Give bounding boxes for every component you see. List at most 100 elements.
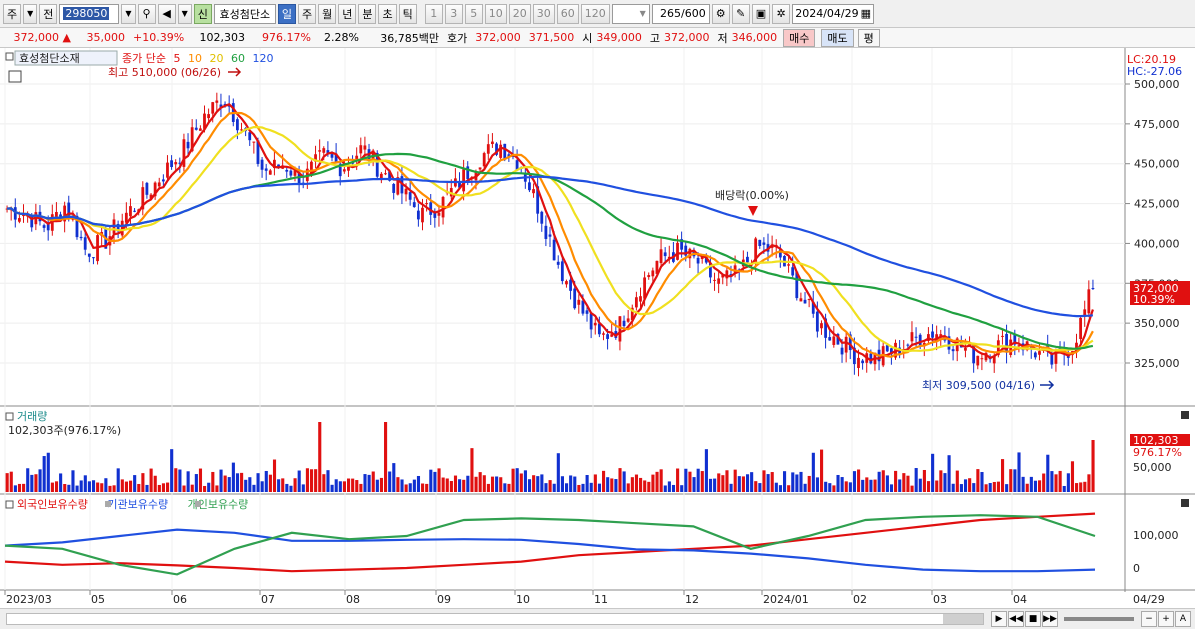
- avg-button[interactable]: 평: [857, 28, 880, 47]
- candle-body: [297, 172, 301, 185]
- stock-code-input[interactable]: 298050: [59, 3, 120, 24]
- candle-body: [795, 271, 799, 299]
- volume-bar: [277, 479, 281, 492]
- chart-area[interactable]: 500,000475,000450,000425,000400,000375,0…: [0, 48, 1195, 608]
- count-field[interactable]: 265/600: [651, 3, 710, 24]
- volume-bar: [540, 474, 544, 492]
- last-price-tag-bg: [1130, 281, 1190, 305]
- chart-scrollbar[interactable]: ▶ ◀◀ ■ ▶▶ − + A: [0, 608, 1195, 629]
- period-tick-tab[interactable]: 틱: [398, 3, 417, 24]
- volume-bar: [651, 474, 655, 492]
- y-tick-label: 475,000: [1134, 118, 1180, 131]
- period-day-tab[interactable]: 일: [277, 3, 296, 24]
- calendar-icon[interactable]: ▦: [860, 7, 872, 20]
- candle-body: [50, 214, 54, 231]
- candle-body: [277, 164, 280, 167]
- volume-bar: [71, 470, 75, 492]
- interval-select[interactable]: ▼: [611, 3, 650, 24]
- zoom-slider[interactable]: [1064, 617, 1134, 621]
- minute-10[interactable]: 10: [484, 3, 507, 24]
- calculator-icon[interactable]: [8, 70, 22, 83]
- period-minute-tab[interactable]: 분: [358, 3, 377, 24]
- volume-bar: [293, 478, 297, 492]
- volume-bar: [902, 473, 906, 492]
- speaker-dropdown-icon[interactable]: ▼: [177, 3, 192, 24]
- scroll-last-icon[interactable]: ▶▶: [1042, 611, 1058, 627]
- scroll-thumb[interactable]: [943, 614, 983, 624]
- volume-bar: [1054, 474, 1058, 492]
- minute-30[interactable]: 30: [532, 3, 555, 24]
- volume-tag-pct: 976.17%: [1133, 446, 1182, 459]
- minute-120[interactable]: 120: [580, 3, 610, 24]
- scroll-right-icon[interactable]: ▶: [991, 611, 1007, 627]
- candle-body: [293, 167, 297, 176]
- candle-body: [235, 119, 239, 131]
- last-pct-tag: 10.39%: [1133, 293, 1175, 306]
- volume-close-icon[interactable]: [1181, 411, 1189, 419]
- candle-body: [273, 159, 276, 169]
- volume-bar: [655, 471, 659, 492]
- minute-1[interactable]: 1: [424, 3, 443, 24]
- volume-bar: [634, 474, 639, 492]
- x-axis-ticks: 2023/03 05 06 07 08 09 10 11 12 2024/01 02 03 04: [4, 590, 1027, 606]
- settings-icon[interactable]: ✲: [772, 3, 791, 24]
- volume-bar: [240, 472, 244, 492]
- volume-bar: [486, 483, 490, 492]
- draw-icon[interactable]: ✎: [731, 3, 750, 24]
- minute-5[interactable]: 5: [464, 3, 483, 24]
- candle-body: [811, 301, 815, 314]
- candle-body: [248, 132, 252, 141]
- high-price: 372,000: [664, 31, 710, 44]
- stock-chart[interactable]: 500,000475,000450,000425,000400,000375,0…: [0, 48, 1195, 608]
- candle-body: [178, 162, 182, 164]
- holdings-close-icon[interactable]: [1181, 499, 1189, 507]
- minute-20[interactable]: 20: [508, 3, 531, 24]
- period-month-tab[interactable]: 월: [318, 3, 337, 24]
- scroll-first-icon[interactable]: ◀◀: [1008, 611, 1024, 627]
- volume-bar: [309, 469, 314, 492]
- date-field[interactable]: 2024/04/29 ▦: [792, 3, 875, 24]
- font-icon[interactable]: A: [1175, 611, 1191, 627]
- candle-body: [565, 281, 568, 285]
- volume-bar: [750, 472, 754, 492]
- candle-body: [495, 143, 498, 155]
- volume-bar: [30, 474, 34, 492]
- zoom-out-icon[interactable]: −: [1141, 611, 1157, 627]
- candle-body: [227, 105, 231, 107]
- prev-button[interactable]: 전: [39, 3, 58, 24]
- minute-60[interactable]: 60: [556, 3, 579, 24]
- period-type-button[interactable]: 주: [3, 3, 22, 24]
- stop-icon[interactable]: ■: [1025, 611, 1041, 627]
- period-year-tab[interactable]: 년: [338, 3, 357, 24]
- chevron-down-icon[interactable]: ▼: [23, 3, 38, 24]
- period-second-tab[interactable]: 초: [378, 3, 397, 24]
- volume-bar: [342, 481, 346, 492]
- save-icon[interactable]: ▣: [751, 3, 771, 24]
- candle-body: [342, 169, 346, 172]
- scroll-track[interactable]: [6, 613, 984, 625]
- holdings-toggle-icon[interactable]: [5, 500, 14, 509]
- tools-icon[interactable]: ⚙: [711, 3, 730, 24]
- x-tick-label: 12: [685, 593, 699, 606]
- period-week-tab[interactable]: 주: [297, 3, 317, 24]
- speaker-icon[interactable]: ◀: [157, 3, 176, 24]
- volume-bar: [133, 475, 137, 492]
- buy-button[interactable]: 매수: [783, 28, 816, 47]
- sell-button[interactable]: 매도: [821, 28, 854, 47]
- volume-bar: [260, 481, 264, 492]
- zoom-in-icon[interactable]: +: [1158, 611, 1174, 627]
- candle-body: [758, 239, 762, 246]
- volume-bar: [1079, 482, 1083, 492]
- volume-toggle-icon[interactable]: [5, 412, 14, 421]
- candle-body: [347, 164, 350, 171]
- search-icon[interactable]: ⚲: [137, 3, 156, 24]
- volume-bar: [50, 482, 54, 492]
- panel-toggle-icon[interactable]: [5, 52, 14, 61]
- volume-bar: [346, 478, 351, 492]
- volume-bar: [108, 485, 112, 492]
- x-tick-label: 07: [261, 593, 275, 606]
- volume-bar: [495, 476, 499, 492]
- code-dropdown-icon[interactable]: ▼: [121, 3, 136, 24]
- minute-3[interactable]: 3: [444, 3, 463, 24]
- volume-bar: [527, 479, 532, 492]
